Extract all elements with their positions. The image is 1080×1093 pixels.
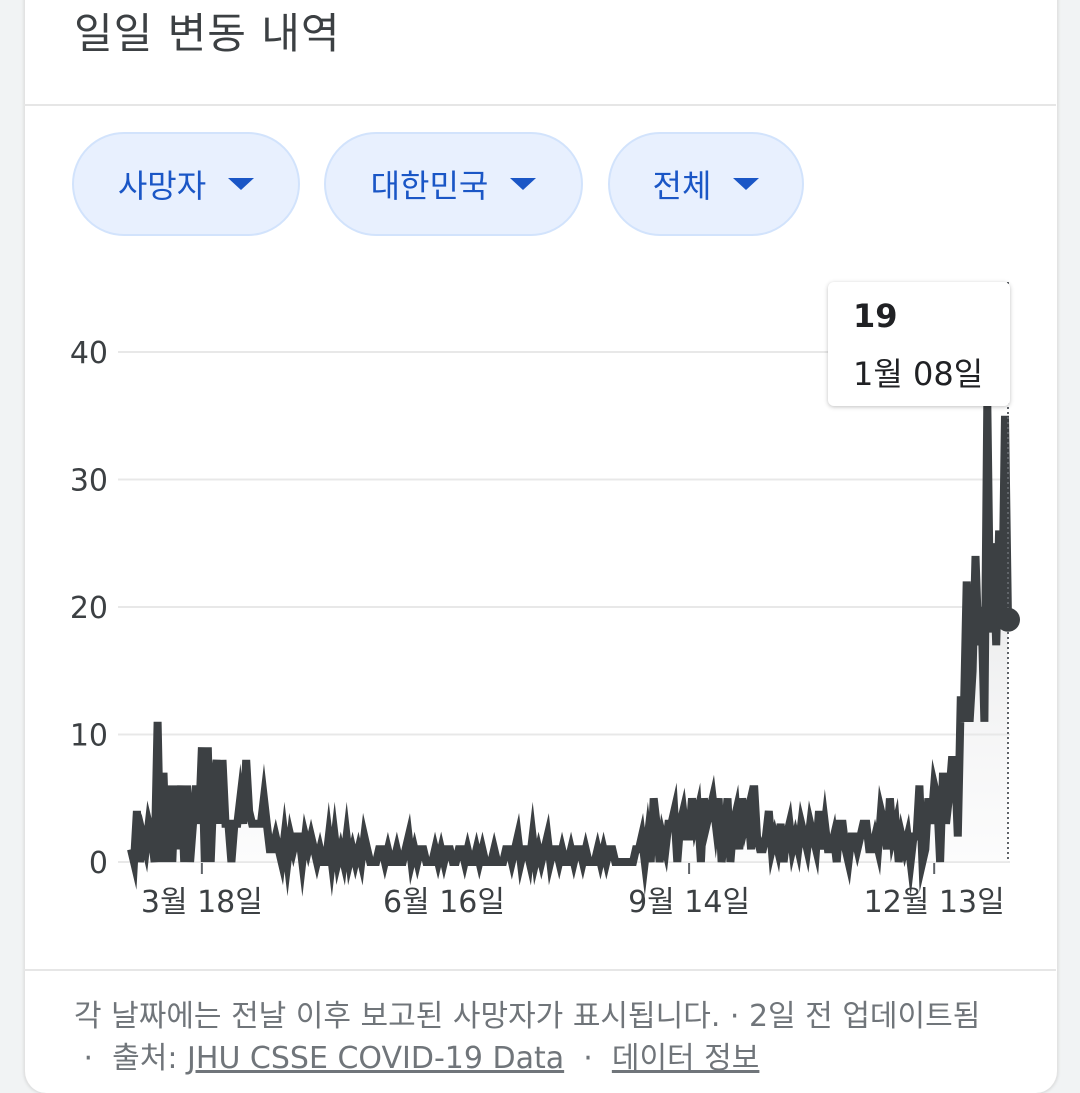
y-tick-label: 30	[70, 464, 108, 499]
separator: ·	[83, 1041, 94, 1076]
metric-filter-label: 사망자	[117, 167, 207, 205]
region-filter-chip[interactable]: 대한민국	[324, 132, 583, 236]
page-title: 일일 변동 내역	[74, 9, 341, 58]
period-filter-chip[interactable]: 전체	[608, 132, 804, 236]
region-filter-label: 대한민국	[370, 167, 489, 205]
data-info-link[interactable]: 데이터 정보	[611, 1041, 760, 1076]
caret-down-icon	[510, 178, 537, 190]
y-axis: 0 10 20 30 40	[70, 336, 108, 881]
source-link[interactable]: JHU CSSE COVID-19 Data	[187, 1041, 565, 1076]
y-tick-label: 0	[89, 846, 108, 881]
source-label: 출처:	[112, 1041, 178, 1076]
y-tick-label: 40	[70, 336, 108, 371]
series-line	[127, 402, 1012, 897]
grid-lines	[118, 351, 1010, 863]
caret-down-icon	[228, 178, 255, 190]
caret-down-icon	[733, 178, 760, 190]
separator: ·	[583, 1041, 593, 1076]
divider	[24, 969, 1056, 971]
tooltip-date: 1월 08일	[853, 355, 984, 393]
divider	[24, 104, 1056, 106]
footer-note: 각 날짜에는 전날 이후 보고된 사망자가 표시됩니다. · 2일 전 업데이트…	[74, 999, 981, 1034]
chart-tooltip: 19 1월 08일	[828, 282, 1010, 406]
tooltip-value: 19	[853, 297, 898, 335]
footer: 각 날짜에는 전날 이후 보고된 사망자가 표시됩니다. · 2일 전 업데이트…	[74, 996, 1014, 1080]
x-tick-label: 3월 18일	[141, 885, 263, 920]
y-tick-label: 10	[70, 719, 108, 754]
highlight-point[interactable]	[996, 607, 1020, 632]
period-filter-label: 전체	[652, 167, 712, 205]
x-tick-label: 9월 14일	[628, 885, 750, 920]
x-axis: 3월 18일 6월 16일 9월 14일 12월 13일	[141, 863, 1005, 920]
x-tick-label: 12월 13일	[864, 885, 1005, 920]
y-tick-label: 20	[70, 591, 108, 626]
metric-filter-chip[interactable]: 사망자	[72, 132, 300, 236]
x-tick-label: 6월 16일	[383, 885, 505, 920]
